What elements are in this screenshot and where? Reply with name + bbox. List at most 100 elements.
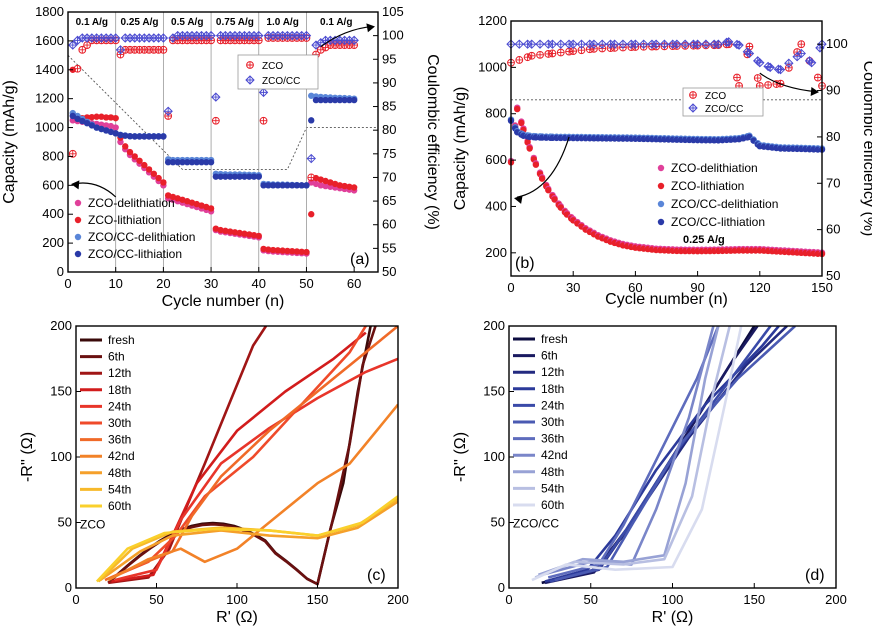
data-point xyxy=(651,39,661,49)
data-point xyxy=(336,182,344,189)
rate-label: 0.25 A/g xyxy=(121,17,159,28)
data-point xyxy=(198,159,205,166)
data-point xyxy=(269,182,277,189)
y2-tick-label: 80 xyxy=(826,129,840,144)
data-point-cross xyxy=(207,31,216,40)
legend-label: 24th xyxy=(108,399,131,413)
data-point xyxy=(322,96,329,104)
data-point-cross xyxy=(754,74,762,82)
data-point xyxy=(312,96,320,104)
legend-label: ZCO-lithiation xyxy=(671,179,744,193)
legend-capacity: ZCO-delithiation ZCO-lithiation ZCO/CC-del… xyxy=(74,196,195,261)
data-point-cross xyxy=(565,48,573,55)
data-point xyxy=(523,53,532,62)
legend-label: ZCO/CC-lithiation xyxy=(88,247,182,261)
data-point xyxy=(112,124,119,131)
x-tick-label: 30 xyxy=(566,280,580,295)
x-tick-label: 0 xyxy=(505,592,512,607)
data-point xyxy=(83,120,91,127)
data-point-cross xyxy=(764,81,772,89)
data-point xyxy=(303,182,310,189)
series-zco-capacity xyxy=(507,104,826,258)
data-point xyxy=(618,39,628,49)
data-point xyxy=(301,30,312,41)
panel-label: (c) xyxy=(367,567,386,584)
data-point xyxy=(141,161,148,169)
data-point xyxy=(556,39,566,49)
data-point-cross xyxy=(776,65,785,74)
data-point xyxy=(265,246,272,253)
legend-title: ZCO xyxy=(80,518,105,532)
y-tick-label: 600 xyxy=(42,177,64,192)
y-tick-label: 1200 xyxy=(478,13,507,28)
data-point xyxy=(265,182,272,189)
data-point xyxy=(258,87,269,98)
data-point-cross xyxy=(211,93,220,102)
data-point xyxy=(609,39,620,49)
arrow-head xyxy=(71,180,80,190)
data-point xyxy=(597,39,607,49)
data-point xyxy=(236,229,243,237)
rate-label: 0.1 A/g xyxy=(320,17,352,28)
data-point xyxy=(174,159,181,166)
data-point xyxy=(350,184,358,191)
y-tick-label: 1200 xyxy=(35,91,64,106)
data-point xyxy=(231,173,239,180)
y2-tick-label: 105 xyxy=(382,4,404,19)
y-tick-label: 0 xyxy=(65,580,72,595)
data-point xyxy=(126,148,134,156)
data-point xyxy=(293,248,301,255)
plot-b-frame xyxy=(510,20,823,277)
data-point xyxy=(545,187,552,194)
data-point-diamond xyxy=(806,58,817,68)
data-point xyxy=(544,50,553,58)
data-point xyxy=(222,173,229,180)
legend-label: fresh xyxy=(108,333,135,347)
data-point xyxy=(306,153,316,164)
data-point xyxy=(188,159,196,166)
data-point-cross xyxy=(569,40,578,49)
data-point xyxy=(236,173,243,180)
data-point-cross xyxy=(797,49,806,58)
data-point-cross xyxy=(68,41,77,50)
legend-label: ZCO-delithiation xyxy=(88,196,175,210)
data-point-cross xyxy=(755,58,764,67)
y-tick-label: 1400 xyxy=(35,62,64,77)
y-tick-label: 150 xyxy=(50,384,72,399)
x-tick-label: 0 xyxy=(507,280,514,295)
data-point-cross xyxy=(701,40,710,49)
x-tick-label: 30 xyxy=(204,276,218,291)
data-point xyxy=(317,182,324,189)
data-point xyxy=(274,247,282,254)
y-tick-label: 600 xyxy=(485,152,507,167)
guide-dotted-line xyxy=(67,55,378,170)
data-point-cross xyxy=(164,107,173,116)
data-point xyxy=(98,113,105,120)
legend-title: ZCO/CC xyxy=(513,517,559,531)
legend-label: 30th xyxy=(108,416,131,430)
legend-marker-cross xyxy=(246,76,254,84)
y-tick-label: 1600 xyxy=(35,33,64,48)
curve-36th xyxy=(104,326,398,582)
legend-marker xyxy=(74,216,82,224)
data-point-cross xyxy=(693,40,702,49)
x-axis-label: R' (Ω) xyxy=(652,609,694,626)
y-axis-label: Capacity (mAh/g) xyxy=(452,87,469,211)
data-point xyxy=(217,226,224,234)
data-point xyxy=(532,161,540,168)
data-point-cross xyxy=(260,117,267,125)
y-tick-label: 50 xyxy=(491,515,505,530)
data-point xyxy=(117,131,124,139)
y-tick-label: 0 xyxy=(57,264,64,279)
data-point xyxy=(308,117,315,124)
y-tick-label: 200 xyxy=(50,318,72,333)
data-point xyxy=(784,58,794,68)
data-point xyxy=(193,159,200,166)
legend-label: 42nd xyxy=(108,449,135,463)
legend-marker xyxy=(246,61,254,69)
legend-ce: ZCO ZCO/CC xyxy=(237,54,319,90)
data-point xyxy=(308,211,315,218)
y2-tick-label: 100 xyxy=(826,36,848,51)
x-axis-label: Cycle number (n) xyxy=(605,291,728,308)
panel-c: 0 50 100 150 200 0 50 100 150 200 R' (Ω) -R'' (Ω) fr… xyxy=(19,318,409,626)
